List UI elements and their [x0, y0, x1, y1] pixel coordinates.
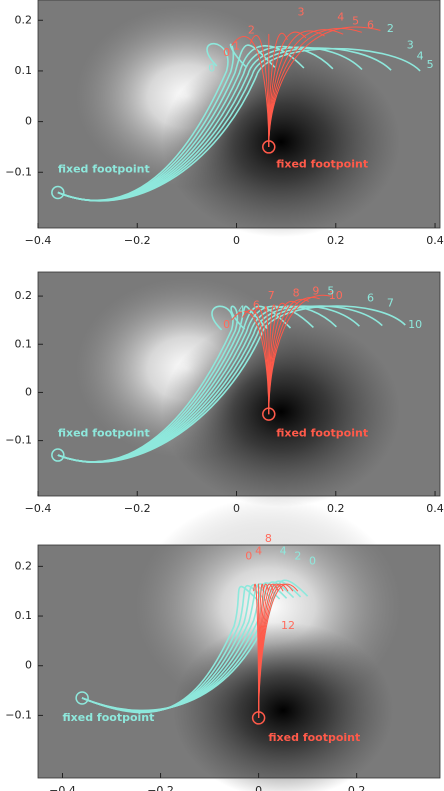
- line-number: 5: [327, 284, 334, 297]
- negative-polarity: [162, 46, 401, 238]
- footpoint-label: fixed footpoint: [276, 426, 368, 439]
- line-number: 0: [245, 549, 252, 562]
- panel-frame: [37, 271, 441, 497]
- line-number: 6: [367, 18, 374, 31]
- panel-frame: [37, 544, 441, 779]
- cyan-field-line: [57, 47, 421, 202]
- line-number: 4: [255, 544, 262, 557]
- y-tick-label: −0.1: [5, 434, 32, 447]
- y-tick-label: 0.1: [15, 609, 33, 622]
- footpoint-label: fixed footpoint: [58, 426, 150, 439]
- line-number: 3: [298, 6, 305, 19]
- line-number: 12: [281, 619, 295, 632]
- line-number: 6: [253, 299, 260, 312]
- line-number: 0: [223, 46, 230, 59]
- x-tick-label: −0.4: [49, 784, 76, 791]
- line-number: 8: [265, 532, 272, 545]
- cyan-field-line: [57, 305, 406, 464]
- line-number: 0: [223, 318, 230, 331]
- y-tick-label: −0.1: [5, 708, 32, 721]
- y-tick-label: 0.2: [15, 559, 33, 572]
- line-number: 4: [417, 50, 424, 63]
- red-footpoint: [251, 711, 266, 725]
- y-tick-label: 0: [25, 659, 32, 672]
- line-number: 6: [367, 291, 374, 304]
- cyan-footpoint: [51, 185, 65, 200]
- y-tick-label: 0.2: [15, 289, 33, 302]
- line-number: 2: [387, 22, 394, 35]
- line-number: 4: [238, 304, 245, 317]
- x-tick-label: 0.2: [348, 784, 366, 791]
- x-tick-label: −0.2: [124, 234, 151, 247]
- red-field-line: [258, 583, 299, 718]
- y-tick-label: 0: [25, 385, 32, 398]
- line-number: 1: [233, 40, 240, 53]
- footpoint-label: fixed footpoint: [276, 158, 368, 171]
- panel-frame: [37, 0, 441, 229]
- line-number: 2: [248, 23, 255, 36]
- red-field-line: [268, 26, 381, 147]
- cyan-footpoint: [75, 691, 89, 705]
- red-field-line: [268, 294, 331, 415]
- cyan-field-line: [81, 579, 309, 712]
- x-tick-label: 0.2: [327, 234, 345, 247]
- x-tick-label: −0.2: [147, 784, 174, 791]
- footpoint-label: fixed footpoint: [268, 731, 360, 744]
- y-tick-label: 0.1: [15, 64, 33, 77]
- line-number: 10: [408, 318, 422, 331]
- x-tick-label: −0.4: [25, 234, 52, 247]
- x-tick-label: 0.4: [426, 502, 444, 515]
- line-number: 10: [329, 289, 343, 302]
- y-tick-label: 0: [25, 115, 32, 128]
- line-number: 0: [309, 554, 316, 567]
- x-tick-label: 0: [255, 784, 262, 791]
- y-tick-label: 0.1: [15, 337, 33, 350]
- line-number: 9: [312, 284, 319, 297]
- red-footpoint: [262, 407, 276, 421]
- x-tick-label: 0: [233, 234, 240, 247]
- y-tick-label: 0.2: [15, 13, 33, 26]
- x-tick-label: −0.4: [25, 502, 52, 515]
- line-number: 8: [293, 287, 300, 300]
- line-number: 7: [387, 296, 394, 309]
- footpoint-label: fixed footpoint: [63, 711, 155, 724]
- y-tick-label: −0.1: [5, 165, 32, 178]
- line-number: 2: [294, 549, 301, 562]
- line-number: 7: [268, 289, 275, 302]
- line-number: 5: [352, 14, 359, 27]
- x-tick-label: 0.4: [426, 234, 444, 247]
- red-footpoint: [262, 140, 276, 154]
- footpoint-label: fixed footpoint: [58, 163, 150, 176]
- line-number: 3: [407, 39, 414, 52]
- line-number: 0: [208, 61, 215, 74]
- line-number: 4: [280, 544, 287, 557]
- line-number: 4: [337, 11, 344, 24]
- cyan-footpoint: [51, 448, 65, 462]
- line-number: 5: [427, 58, 434, 71]
- negative-polarity: [172, 622, 394, 791]
- x-tick-label: −0.2: [124, 502, 151, 515]
